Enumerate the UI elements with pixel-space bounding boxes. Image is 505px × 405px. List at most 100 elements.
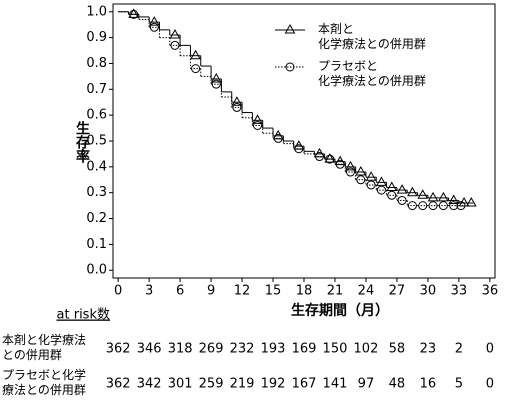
y-tick-label: 1.0 [86,4,107,19]
censor-marker [449,201,459,211]
censor-marker [407,201,417,211]
at-risk-count: 23 [420,342,437,357]
censor-marker [386,181,398,192]
x-tick-label: 33 [451,284,468,299]
x-tick-label: 18 [296,284,313,299]
censor-marker [345,160,356,171]
censor-marker [128,8,140,18]
censor-marker [211,79,221,89]
y-tick-label: 0.9 [86,30,107,45]
at-risk-count: 150 [323,342,348,357]
at-risk-count: 342 [137,377,162,392]
at-risk-count: 269 [199,342,224,357]
censor-marker [273,133,283,143]
x-tick-label: 12 [234,284,251,299]
censor-marker [438,201,448,211]
legend-marker [284,23,296,34]
at-risk-count: 362 [106,342,131,357]
censor-marker [387,190,397,200]
at-risk-count: 259 [199,377,224,392]
censor-marker [169,28,181,39]
y-tick-label: 0.8 [86,56,107,71]
at-risk-count: 346 [137,342,162,357]
y-tick-label: 0.3 [86,185,107,200]
at-risk-count: 141 [323,377,348,392]
censor-marker [232,102,242,112]
y-tick-label: 0.6 [86,108,107,123]
at-risk-count: 219 [230,377,255,392]
censor-marker [294,144,304,154]
y-tick-label: 0.7 [86,82,107,97]
legend-label: 本剤と 化学療法との併用群 [318,22,426,51]
censor-marker [148,16,160,26]
censor-marker [325,154,335,164]
at-risk-count: 232 [230,342,255,357]
at-risk-count: 193 [261,342,286,357]
censor-marker [191,64,201,74]
censor-marker [417,189,429,199]
censor-marker [376,185,386,195]
x-axis-label: 生存期間（月） [291,302,389,319]
y-tick-label: 0.0 [86,263,107,278]
y-tick-label: 0.4 [86,159,107,174]
at-risk-count: 48 [389,377,406,392]
at-risk-row-label: 本剤と化学療法 との併用群 [2,333,87,362]
censor-marker [324,153,336,163]
censor-marker [428,201,438,211]
at-risk-count: 58 [389,342,406,357]
y-tick-label: 0.1 [86,237,107,252]
censor-marker [448,194,460,204]
at-risk-count: 318 [168,342,193,357]
at-risk-count: 5 [455,377,463,392]
censor-marker [170,40,180,50]
censor-marker [465,197,477,207]
censor-marker [396,184,408,194]
censor-marker [210,72,222,83]
x-tick-label: 27 [389,284,406,299]
censor-marker [129,9,139,19]
censor-marker [314,152,324,162]
censor-marker [335,159,345,169]
x-tick-label: 6 [176,284,184,299]
at-risk-count: 362 [106,377,131,392]
at-risk-count: 2 [455,342,463,357]
at-risk-count: 192 [261,377,286,392]
censor-marker [355,165,367,176]
x-tick-label: 24 [358,284,375,299]
y-tick-label: 0.2 [86,211,107,226]
censor-marker [418,201,428,211]
x-tick-label: 30 [420,284,437,299]
censor-marker [456,201,466,211]
at-risk-count: 169 [292,342,317,357]
x-tick-label: 21 [327,284,344,299]
x-tick-label: 9 [207,284,215,299]
at-risk-count: 97 [358,377,375,392]
censor-marker [190,49,201,60]
legend-label: プラセボと 化学療法との併用群 [318,59,426,88]
at-risk-count: 16 [420,377,437,392]
x-tick-label: 36 [482,284,499,299]
legend-marker [285,62,295,72]
at-risk-title: at risk数 [57,308,110,323]
at-risk-count: 0 [486,377,494,392]
censor-marker [366,180,376,190]
at-risk-count: 102 [354,342,379,357]
at-risk-count: 0 [486,342,494,357]
at-risk-row-label: プラセボと化学 療法との併用群 [2,368,87,397]
censor-marker [397,195,407,205]
censor-marker [407,186,418,197]
censor-marker [252,114,263,124]
censor-marker [427,191,439,202]
censor-marker [253,120,263,130]
x-tick-label: 15 [265,284,282,299]
censor-marker [376,176,387,186]
censor-marker [231,96,243,106]
censor-marker [149,22,159,32]
censor-marker [438,191,449,202]
censor-marker [365,171,377,181]
censor-marker [356,175,366,185]
at-risk-count: 301 [168,377,193,392]
y-tick-label: 0.5 [86,134,107,149]
